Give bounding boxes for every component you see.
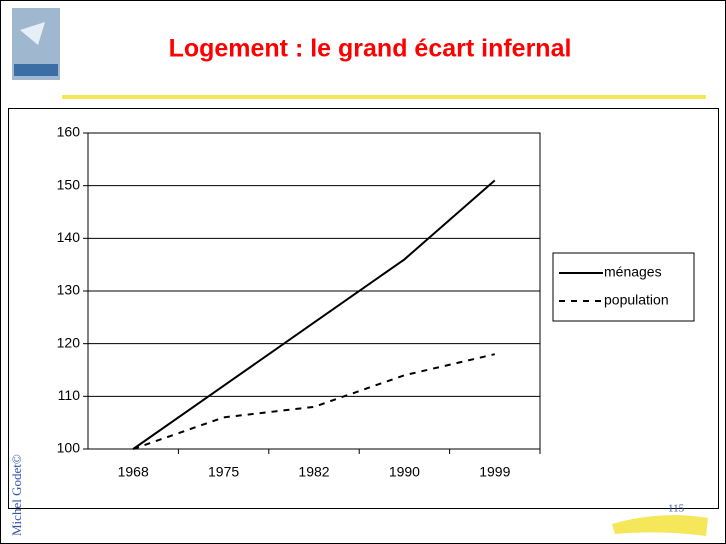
series-line <box>132 179 496 450</box>
title-underline <box>62 95 706 99</box>
logo-shape <box>20 22 45 45</box>
legend-label: ménages <box>604 264 662 280</box>
y-tick-label: 160 <box>57 124 81 140</box>
y-tick-label: 100 <box>57 440 81 456</box>
x-tick-label: 1975 <box>208 464 239 480</box>
legend-label: population <box>604 292 669 308</box>
author: Michel Godet© <box>9 454 24 536</box>
chart: 100 110 120 130 140 150 160 1968 1975 1982 1990 199… <box>57 124 695 480</box>
logo-band <box>14 64 58 76</box>
y-tick-label: 110 <box>58 387 81 403</box>
slide-title: Logement : le grand écart infernal <box>169 35 572 63</box>
x-tick-label: 1999 <box>479 464 510 480</box>
page-swoosh <box>612 515 708 536</box>
legend-box <box>552 252 695 322</box>
y-tick-label: 120 <box>57 334 81 350</box>
x-tick-label: 1968 <box>118 464 149 480</box>
page-number: 115 <box>668 503 685 515</box>
y-tick-label: 140 <box>57 229 81 245</box>
x-tick-label: 1982 <box>298 464 329 480</box>
series-line <box>132 353 496 450</box>
y-tick-label: 150 <box>57 176 81 192</box>
y-tick-label: 130 <box>57 282 81 298</box>
logo <box>12 8 60 80</box>
plot-area <box>87 132 541 450</box>
x-tick-label: 1990 <box>389 464 420 480</box>
